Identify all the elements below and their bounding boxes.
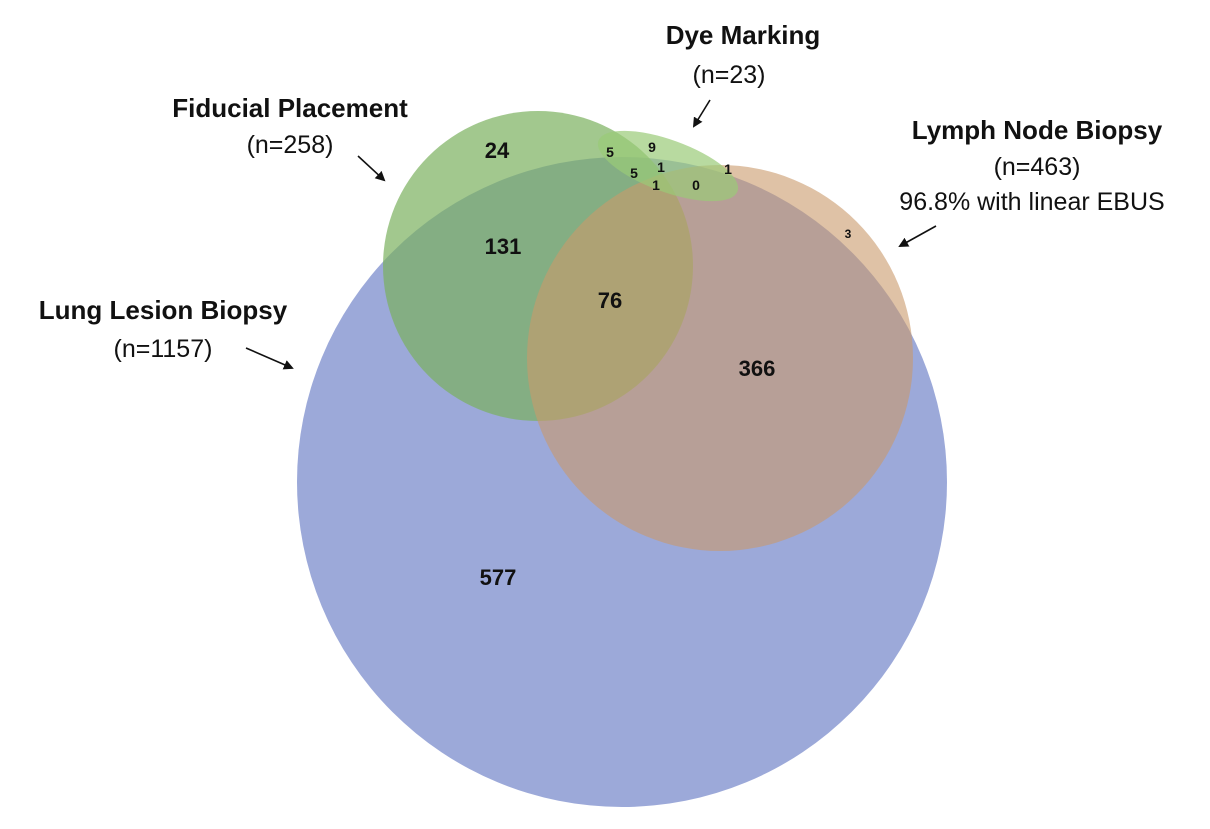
fiducial-placement-arrow [357,155,386,182]
region-lung-fiducial: 131 [485,234,522,259]
lymph-node-biopsy-arrow [898,225,937,247]
region-lung-fiducial-lymph: 76 [598,288,622,313]
lymph-node-biopsy-circle [527,165,913,551]
lymph-node-biopsy-note: 96.8% with linear EBUS [899,188,1164,216]
dye-marking-arrow [692,99,711,128]
lung-lesion-biopsy-count: (n=1157) [114,335,213,363]
dye-marking-ellipse [597,130,739,202]
region-lung-lymph: 366 [739,356,776,381]
fiducial-placement-label: Fiducial Placement [172,93,408,123]
dye-marking-count: (n=23) [693,61,766,89]
region-dye-lung-lymph: 0 [692,177,700,193]
region-lung-only: 577 [480,565,517,590]
region-dye-lymph: 1 [724,161,732,177]
region-dye-fiducial: 5 [606,144,614,160]
fiducial-placement-count: (n=258) [247,131,334,159]
lymph-node-biopsy-label: Lymph Node Biopsy [912,115,1163,145]
lung-lesion-biopsy-arrow [245,347,294,370]
lung-lesion-biopsy-label: Lung Lesion Biopsy [39,295,288,325]
dye-marking-label: Dye Marking [666,20,821,50]
region-fiducial-only: 24 [485,138,510,163]
region-dye-fiducial-lung-lymph: 1 [652,177,660,193]
region-dye-only: 9 [648,139,656,155]
lymph-node-biopsy-count: (n=463) [994,153,1081,181]
region-dye-fiducial-lung-center: 1 [657,159,665,175]
region-lymph-only: 3 [845,227,852,241]
region-dye-fiducial-lung: 5 [630,165,638,181]
